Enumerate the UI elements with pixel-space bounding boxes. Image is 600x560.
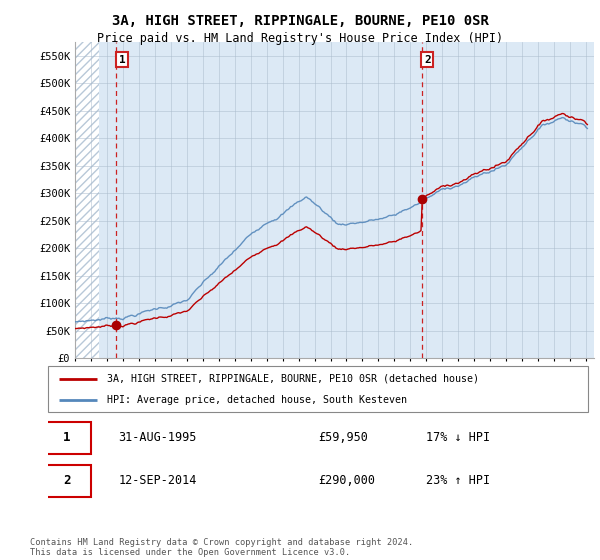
FancyBboxPatch shape bbox=[43, 422, 91, 454]
Text: HPI: Average price, detached house, South Kesteven: HPI: Average price, detached house, Sout… bbox=[107, 395, 407, 405]
Text: Contains HM Land Registry data © Crown copyright and database right 2024.
This d: Contains HM Land Registry data © Crown c… bbox=[30, 538, 413, 557]
Text: 23% ↑ HPI: 23% ↑ HPI bbox=[426, 474, 490, 487]
Text: 2: 2 bbox=[424, 55, 431, 64]
Text: 17% ↓ HPI: 17% ↓ HPI bbox=[426, 431, 490, 445]
Text: £59,950: £59,950 bbox=[318, 431, 368, 445]
Text: 3A, HIGH STREET, RIPPINGALE, BOURNE, PE10 0SR: 3A, HIGH STREET, RIPPINGALE, BOURNE, PE1… bbox=[112, 14, 488, 28]
FancyBboxPatch shape bbox=[48, 366, 588, 412]
Text: Price paid vs. HM Land Registry's House Price Index (HPI): Price paid vs. HM Land Registry's House … bbox=[97, 32, 503, 45]
Text: 1: 1 bbox=[63, 431, 71, 445]
Text: 3A, HIGH STREET, RIPPINGALE, BOURNE, PE10 0SR (detached house): 3A, HIGH STREET, RIPPINGALE, BOURNE, PE1… bbox=[107, 374, 479, 384]
Text: 2: 2 bbox=[63, 474, 71, 487]
Text: 31-AUG-1995: 31-AUG-1995 bbox=[118, 431, 197, 445]
Text: 1: 1 bbox=[119, 55, 125, 64]
Text: £290,000: £290,000 bbox=[318, 474, 375, 487]
Text: 12-SEP-2014: 12-SEP-2014 bbox=[118, 474, 197, 487]
FancyBboxPatch shape bbox=[43, 465, 91, 497]
